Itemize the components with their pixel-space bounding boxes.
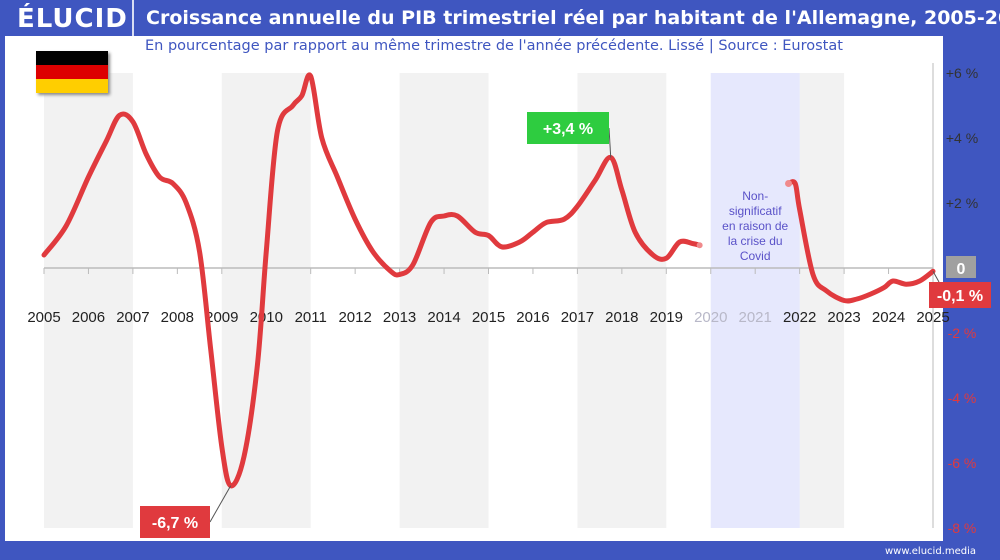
- y-tick-label: -6 %: [948, 455, 977, 471]
- annotation-box: [140, 506, 210, 538]
- y-tick-label: +4 %: [946, 130, 978, 146]
- series-line: [786, 179, 936, 304]
- x-tick-label: 2021: [739, 309, 772, 326]
- annotation-label: -6,7 %: [152, 515, 198, 532]
- x-tick-label: 2011: [295, 309, 327, 326]
- segment-end-point: [696, 242, 703, 249]
- annotation-leader: [608, 127, 612, 158]
- covid-note: significatif: [729, 204, 782, 218]
- y-tick-label: +2 %: [946, 195, 978, 211]
- x-tick-label: 2016: [516, 309, 549, 326]
- covid-note: Covid: [740, 249, 771, 263]
- header: ÉLUCID Croissance annuelle du PIB trimes…: [0, 0, 1000, 36]
- y-tick-label: -4 %: [948, 390, 977, 406]
- background-band: [577, 73, 667, 528]
- x-tick-label: 2010: [250, 309, 283, 326]
- background-band: [221, 73, 311, 528]
- annotation-leader: [209, 485, 232, 523]
- divider: [132, 0, 134, 36]
- segment-start-point: [785, 180, 793, 187]
- zero-label-box: [946, 256, 976, 278]
- background-band: [44, 73, 133, 528]
- background-band: [399, 73, 489, 528]
- series-line: [41, 72, 703, 489]
- germany-flag-icon: [36, 51, 108, 93]
- x-tick-label: 2009: [205, 309, 238, 326]
- annotation-box: [527, 112, 609, 144]
- annotation-leader: [932, 271, 940, 283]
- x-tick-label: 2018: [605, 309, 638, 326]
- chart-title: Croissance annuelle du PIB trimestriel r…: [146, 7, 1000, 29]
- footer-url[interactable]: www.elucid.media: [884, 546, 976, 557]
- x-tick-label: 2014: [427, 309, 460, 326]
- x-tick-label: 2006: [72, 309, 105, 326]
- x-tick-label: 2005: [27, 309, 60, 326]
- x-tick-label: 2017: [561, 309, 594, 326]
- annotation-label: -0,1 %: [937, 288, 983, 305]
- annotation-label: +3,4 %: [543, 121, 593, 138]
- y-tick-label: -8 %: [948, 520, 977, 536]
- subtitle: En pourcentage par rapport au même trime…: [145, 38, 843, 54]
- x-tick-label: 2020: [694, 309, 727, 326]
- x-tick-label: 2015: [472, 309, 505, 326]
- x-tick-label: 2007: [116, 309, 149, 326]
- covid-band: [710, 73, 800, 528]
- covid-note: Non-: [742, 189, 768, 203]
- covid-note: en raison de: [722, 219, 788, 233]
- x-tick-label: 2024: [872, 309, 905, 326]
- x-tick-label: 2012: [338, 309, 371, 326]
- annotation-box: [929, 282, 991, 308]
- x-tick-label: 2022: [783, 309, 816, 326]
- y-tick-label: 0: [957, 261, 966, 278]
- x-tick-label: 2008: [161, 309, 194, 326]
- x-tick-label: 2019: [650, 309, 683, 326]
- y-tick-label: +6 %: [946, 65, 978, 81]
- covid-note: la crise du: [728, 234, 783, 248]
- x-tick-label: 2025: [916, 309, 949, 326]
- y-tick-label: -2 %: [948, 325, 977, 341]
- x-tick-label: 2023: [827, 309, 860, 326]
- x-tick-label: 2013: [383, 309, 416, 326]
- logo: ÉLUCID: [17, 4, 128, 34]
